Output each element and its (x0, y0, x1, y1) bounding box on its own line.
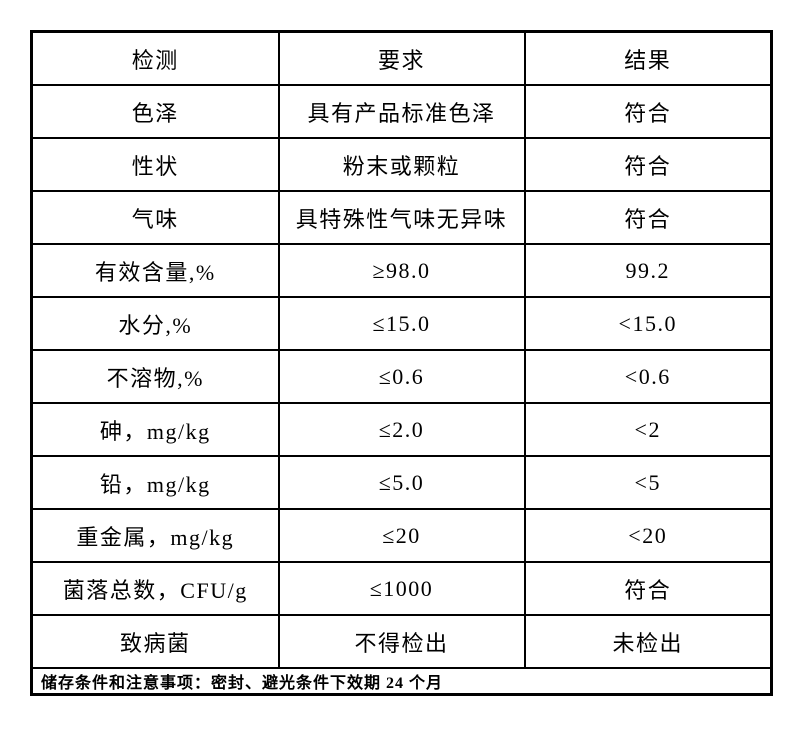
result-cell: 符合 (523, 84, 773, 139)
table-header-row: 检测 要求 结果 (30, 30, 773, 86)
header-cell-result: 结果 (523, 30, 773, 86)
table-row: 不溶物,% ≤0.6 <0.6 (30, 349, 773, 404)
table-row: 菌落总数，CFU/g ≤1000 符合 (30, 561, 773, 616)
requirement-cell: ≤5.0 (277, 455, 526, 510)
test-name-cell: 铅，mg/kg (30, 455, 280, 510)
result-cell: <5 (523, 455, 773, 510)
requirement-cell: 具有产品标准色泽 (277, 84, 526, 139)
requirement-cell: ≤2.0 (277, 402, 526, 457)
table-row: 气味 具特殊性气味无异味 符合 (30, 190, 773, 245)
inspection-table: 检测 要求 结果 色泽 具有产品标准色泽 符合 性状 粉末或颗粒 符合 气味 具… (30, 30, 773, 696)
table-row: 水分,% ≤15.0 <15.0 (30, 296, 773, 351)
header-cell-test: 检测 (30, 30, 280, 86)
storage-conditions-note: 储存条件和注意事项：密封、避光条件下效期 24 个月 (30, 667, 773, 696)
test-name-cell: 不溶物,% (30, 349, 280, 404)
test-name-cell: 性状 (30, 137, 280, 192)
test-name-cell: 有效含量,% (30, 243, 280, 298)
requirement-cell: ≤20 (277, 508, 526, 563)
result-cell: <0.6 (523, 349, 773, 404)
test-name-cell: 致病菌 (30, 614, 280, 669)
test-name-cell: 水分,% (30, 296, 280, 351)
result-cell: 未检出 (523, 614, 773, 669)
table-row: 铅，mg/kg ≤5.0 <5 (30, 455, 773, 510)
requirement-cell: 具特殊性气味无异味 (277, 190, 526, 245)
requirement-cell: ≤0.6 (277, 349, 526, 404)
requirement-cell: 粉末或颗粒 (277, 137, 526, 192)
test-name-cell: 重金属，mg/kg (30, 508, 280, 563)
table-footer-row: 储存条件和注意事项：密封、避光条件下效期 24 个月 (30, 667, 773, 696)
result-cell: <2 (523, 402, 773, 457)
requirement-cell: ≤15.0 (277, 296, 526, 351)
test-name-cell: 砷，mg/kg (30, 402, 280, 457)
test-name-cell: 色泽 (30, 84, 280, 139)
requirement-cell: ≤1000 (277, 561, 526, 616)
requirement-cell: 不得检出 (277, 614, 526, 669)
inspection-table-container: 检测 要求 结果 色泽 具有产品标准色泽 符合 性状 粉末或颗粒 符合 气味 具… (30, 30, 773, 696)
result-cell: <15.0 (523, 296, 773, 351)
table-row: 性状 粉末或颗粒 符合 (30, 137, 773, 192)
header-cell-requirement: 要求 (277, 30, 526, 86)
result-cell: 99.2 (523, 243, 773, 298)
result-cell: 符合 (523, 137, 773, 192)
table-row: 重金属，mg/kg ≤20 <20 (30, 508, 773, 563)
test-name-cell: 菌落总数，CFU/g (30, 561, 280, 616)
result-cell: <20 (523, 508, 773, 563)
table-row: 色泽 具有产品标准色泽 符合 (30, 84, 773, 139)
table-row: 有效含量,% ≥98.0 99.2 (30, 243, 773, 298)
result-cell: 符合 (523, 190, 773, 245)
table-row: 致病菌 不得检出 未检出 (30, 614, 773, 669)
result-cell: 符合 (523, 561, 773, 616)
table-row: 砷，mg/kg ≤2.0 <2 (30, 402, 773, 457)
requirement-cell: ≥98.0 (277, 243, 526, 298)
test-name-cell: 气味 (30, 190, 280, 245)
